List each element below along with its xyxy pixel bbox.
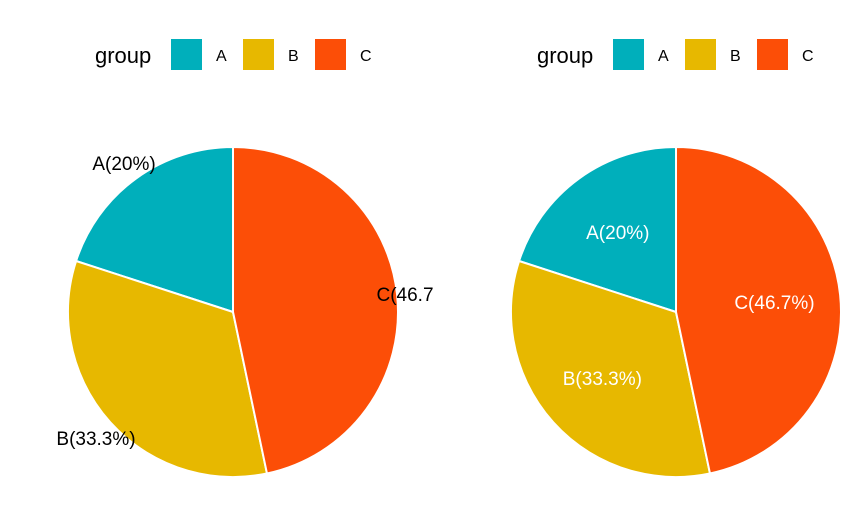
legend-swatch-c [757, 39, 788, 70]
legend-swatch-b [685, 39, 716, 70]
pie-chart-right: group A B C A(20%) B(33.3%) C(46.7%) [510, 39, 842, 478]
legend-label-a: A [658, 48, 669, 65]
legend-label-c: C [360, 48, 372, 65]
pie-slice-c [675, 145, 842, 475]
slice-label-a: A(20%) [92, 154, 155, 175]
legend-title: group [537, 43, 593, 68]
slice-label-b: B(33.3%) [563, 369, 642, 390]
pie-slice-b [67, 259, 269, 478]
pie-slice-c [232, 145, 399, 475]
legend-label-b: B [730, 48, 741, 65]
pie-chart-left: group A B C A(20%) B(33.3%) C(46.7 [56, 39, 434, 478]
legend-label-b: B [288, 48, 299, 65]
legend-label-a: A [216, 48, 227, 65]
slice-label-c: C(46.7 [376, 285, 433, 306]
legend-swatch-a [613, 39, 644, 70]
legend: group A B C [95, 39, 372, 70]
slice-label-a: A(20%) [586, 223, 649, 244]
legend: group A B C [537, 39, 814, 70]
pie-slice-a [74, 145, 234, 314]
pie-slice-a [517, 145, 677, 314]
legend-swatch-b [243, 39, 274, 70]
legend-swatch-c [315, 39, 346, 70]
slice-label-c: C(46.7%) [734, 293, 814, 314]
legend-swatch-a [171, 39, 202, 70]
pie-slice-b [510, 259, 712, 478]
slice-label-b: B(33.3%) [56, 429, 135, 450]
legend-title: group [95, 43, 151, 68]
legend-label-c: C [802, 48, 814, 65]
